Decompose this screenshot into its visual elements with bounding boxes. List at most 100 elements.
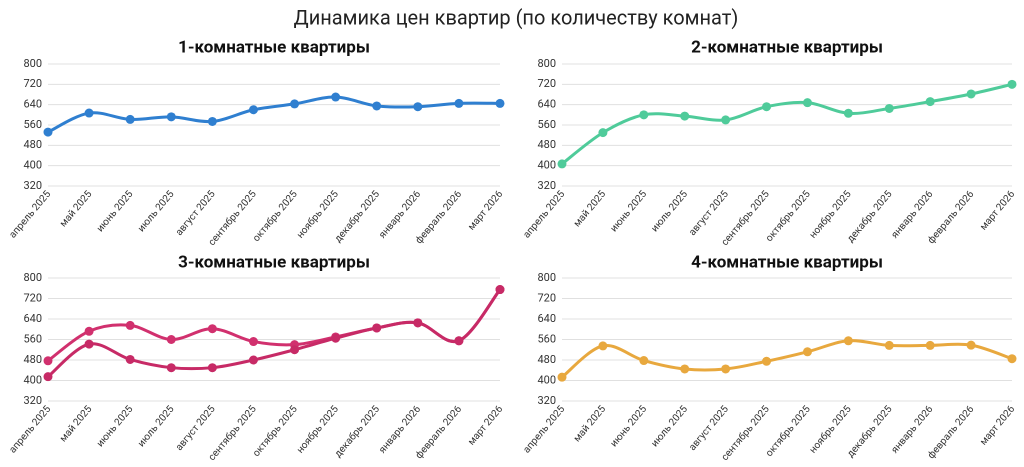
data-point xyxy=(454,98,464,108)
series-line xyxy=(560,82,1014,166)
data-point xyxy=(843,336,853,346)
data-point xyxy=(166,112,176,122)
data-point xyxy=(721,364,731,374)
data-point xyxy=(802,98,812,108)
y-tick-label: 800 xyxy=(23,271,42,284)
data-point xyxy=(495,285,505,295)
data-point xyxy=(84,339,94,349)
x-tick-label: январь 2026 xyxy=(890,404,936,456)
x-tick-label: январь 2026 xyxy=(377,189,423,241)
data-point xyxy=(207,324,217,334)
data-point xyxy=(598,341,608,351)
y-tick-label: 560 xyxy=(537,118,556,131)
y-tick-label: 560 xyxy=(537,332,556,345)
y-tick-label: 400 xyxy=(537,159,556,172)
x-tick-label: август 2025 xyxy=(687,404,731,454)
y-tick-label: 800 xyxy=(537,57,556,70)
y-tick-label: 320 xyxy=(537,394,556,407)
data-point xyxy=(166,335,176,344)
data-point xyxy=(495,98,505,108)
data-point xyxy=(166,363,176,373)
y-tick-label: 480 xyxy=(537,138,556,151)
y-tick-label: 720 xyxy=(23,77,42,90)
data-point xyxy=(1007,79,1017,89)
data-point xyxy=(639,110,649,120)
series-line xyxy=(46,288,502,379)
y-tick-label: 640 xyxy=(23,98,42,111)
data-point xyxy=(331,333,341,343)
y-tick-label: 480 xyxy=(23,138,42,151)
x-tick-label: апрель 2025 xyxy=(7,189,53,241)
x-tick-label: июль 2025 xyxy=(649,189,690,235)
y-tick-label: 320 xyxy=(23,394,42,407)
x-tick-label: май 2025 xyxy=(58,404,95,445)
data-point xyxy=(43,356,53,366)
x-tick-label: март 2026 xyxy=(978,404,1017,448)
x-tick-label: март 2026 xyxy=(466,404,505,448)
y-tick-label: 320 xyxy=(23,179,42,192)
data-point xyxy=(372,323,382,333)
y-tick-label: 800 xyxy=(23,57,42,70)
x-tick-label: август 2025 xyxy=(174,189,218,239)
x-tick-label: август 2025 xyxy=(687,189,731,239)
series-line xyxy=(560,339,1014,379)
series-line xyxy=(46,288,502,363)
data-point xyxy=(413,318,423,328)
data-point xyxy=(454,336,464,346)
x-tick-label: ноябрь 2025 xyxy=(807,403,854,456)
x-tick-label: апрель 2025 xyxy=(521,404,567,456)
data-point xyxy=(1007,354,1017,364)
x-tick-label: май 2025 xyxy=(572,404,609,445)
series-line xyxy=(46,95,502,134)
data-point xyxy=(762,356,772,366)
x-tick-label: январь 2026 xyxy=(377,404,423,456)
data-point xyxy=(721,115,731,125)
data-point xyxy=(248,337,258,347)
y-tick-label: 560 xyxy=(23,118,42,131)
x-tick-label: май 2025 xyxy=(572,189,609,230)
main-title: Динамика цен квартир (по количеству комн… xyxy=(294,5,739,29)
y-tick-label: 560 xyxy=(23,332,42,345)
data-point xyxy=(84,326,94,336)
data-point xyxy=(43,127,53,137)
data-point xyxy=(884,340,894,350)
data-point xyxy=(884,103,894,113)
x-tick-label: апрель 2025 xyxy=(521,189,567,241)
x-tick-label: ноябрь 2025 xyxy=(807,188,854,241)
y-tick-label: 400 xyxy=(23,373,42,386)
data-point xyxy=(966,89,976,99)
y-tick-label: 800 xyxy=(537,271,556,284)
chart-title: 1-комнатные квартиры xyxy=(178,37,370,57)
x-tick-label: июнь 2025 xyxy=(95,189,136,235)
data-point xyxy=(207,116,217,126)
data-point xyxy=(925,340,935,350)
x-tick-label: апрель 2025 xyxy=(7,404,53,456)
data-point xyxy=(207,363,217,373)
data-point xyxy=(43,372,53,382)
y-tick-label: 640 xyxy=(537,312,556,325)
data-point xyxy=(762,102,772,112)
data-point xyxy=(84,108,94,118)
x-tick-label: август 2025 xyxy=(174,404,218,454)
y-tick-label: 720 xyxy=(23,291,42,304)
y-tick-label: 720 xyxy=(537,77,556,90)
data-point xyxy=(639,356,649,366)
data-point xyxy=(331,92,341,102)
chart-title: 4-комнатные квартиры xyxy=(691,252,883,272)
data-point xyxy=(125,320,135,330)
y-tick-label: 640 xyxy=(23,312,42,325)
x-tick-label: июнь 2025 xyxy=(95,404,136,450)
x-tick-label: май 2025 xyxy=(58,189,95,230)
data-point xyxy=(413,102,423,112)
data-point xyxy=(290,345,300,355)
y-tick-label: 400 xyxy=(23,159,42,172)
data-point xyxy=(843,108,853,118)
y-tick-label: 400 xyxy=(537,373,556,386)
data-point xyxy=(372,101,382,111)
y-tick-label: 720 xyxy=(537,291,556,304)
x-tick-label: ноябрь 2025 xyxy=(294,188,341,241)
data-point xyxy=(557,159,567,169)
x-tick-label: март 2026 xyxy=(978,189,1017,233)
x-tick-label: июль 2025 xyxy=(649,404,690,450)
